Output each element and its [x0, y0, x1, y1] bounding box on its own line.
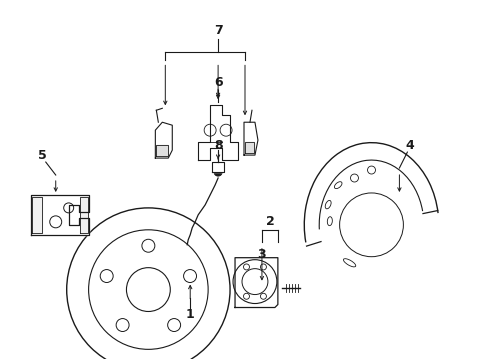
Circle shape — [349, 203, 393, 247]
Text: 6: 6 — [213, 76, 222, 89]
Polygon shape — [80, 197, 87, 233]
Ellipse shape — [326, 217, 332, 226]
Text: 8: 8 — [213, 139, 222, 152]
Text: 7: 7 — [213, 24, 222, 37]
Text: 4: 4 — [404, 139, 413, 152]
Circle shape — [88, 230, 208, 349]
Ellipse shape — [343, 259, 355, 267]
Polygon shape — [32, 197, 41, 233]
Circle shape — [126, 268, 170, 311]
Circle shape — [339, 193, 403, 257]
Circle shape — [243, 293, 249, 299]
Circle shape — [243, 264, 249, 270]
Circle shape — [214, 168, 222, 176]
Polygon shape — [155, 122, 172, 158]
Circle shape — [50, 216, 61, 228]
Circle shape — [66, 208, 229, 360]
Text: 5: 5 — [39, 149, 47, 162]
Circle shape — [242, 269, 267, 294]
Text: 2: 2 — [265, 215, 274, 228]
Polygon shape — [244, 122, 258, 155]
Circle shape — [100, 270, 113, 283]
Polygon shape — [31, 195, 88, 235]
Polygon shape — [198, 105, 238, 160]
Circle shape — [203, 124, 216, 136]
Circle shape — [233, 260, 276, 303]
Circle shape — [183, 270, 196, 283]
Circle shape — [260, 293, 266, 299]
Polygon shape — [235, 258, 277, 307]
Circle shape — [63, 203, 74, 213]
Circle shape — [116, 319, 129, 332]
Polygon shape — [244, 142, 253, 153]
Text: 3: 3 — [257, 248, 265, 261]
Circle shape — [142, 239, 155, 252]
Circle shape — [350, 174, 358, 182]
Circle shape — [167, 319, 180, 332]
Polygon shape — [212, 162, 224, 172]
Circle shape — [260, 264, 266, 270]
Ellipse shape — [334, 182, 341, 189]
Ellipse shape — [325, 201, 330, 209]
Text: 1: 1 — [185, 308, 194, 321]
Circle shape — [367, 166, 375, 174]
Polygon shape — [156, 145, 168, 156]
Circle shape — [220, 124, 232, 136]
